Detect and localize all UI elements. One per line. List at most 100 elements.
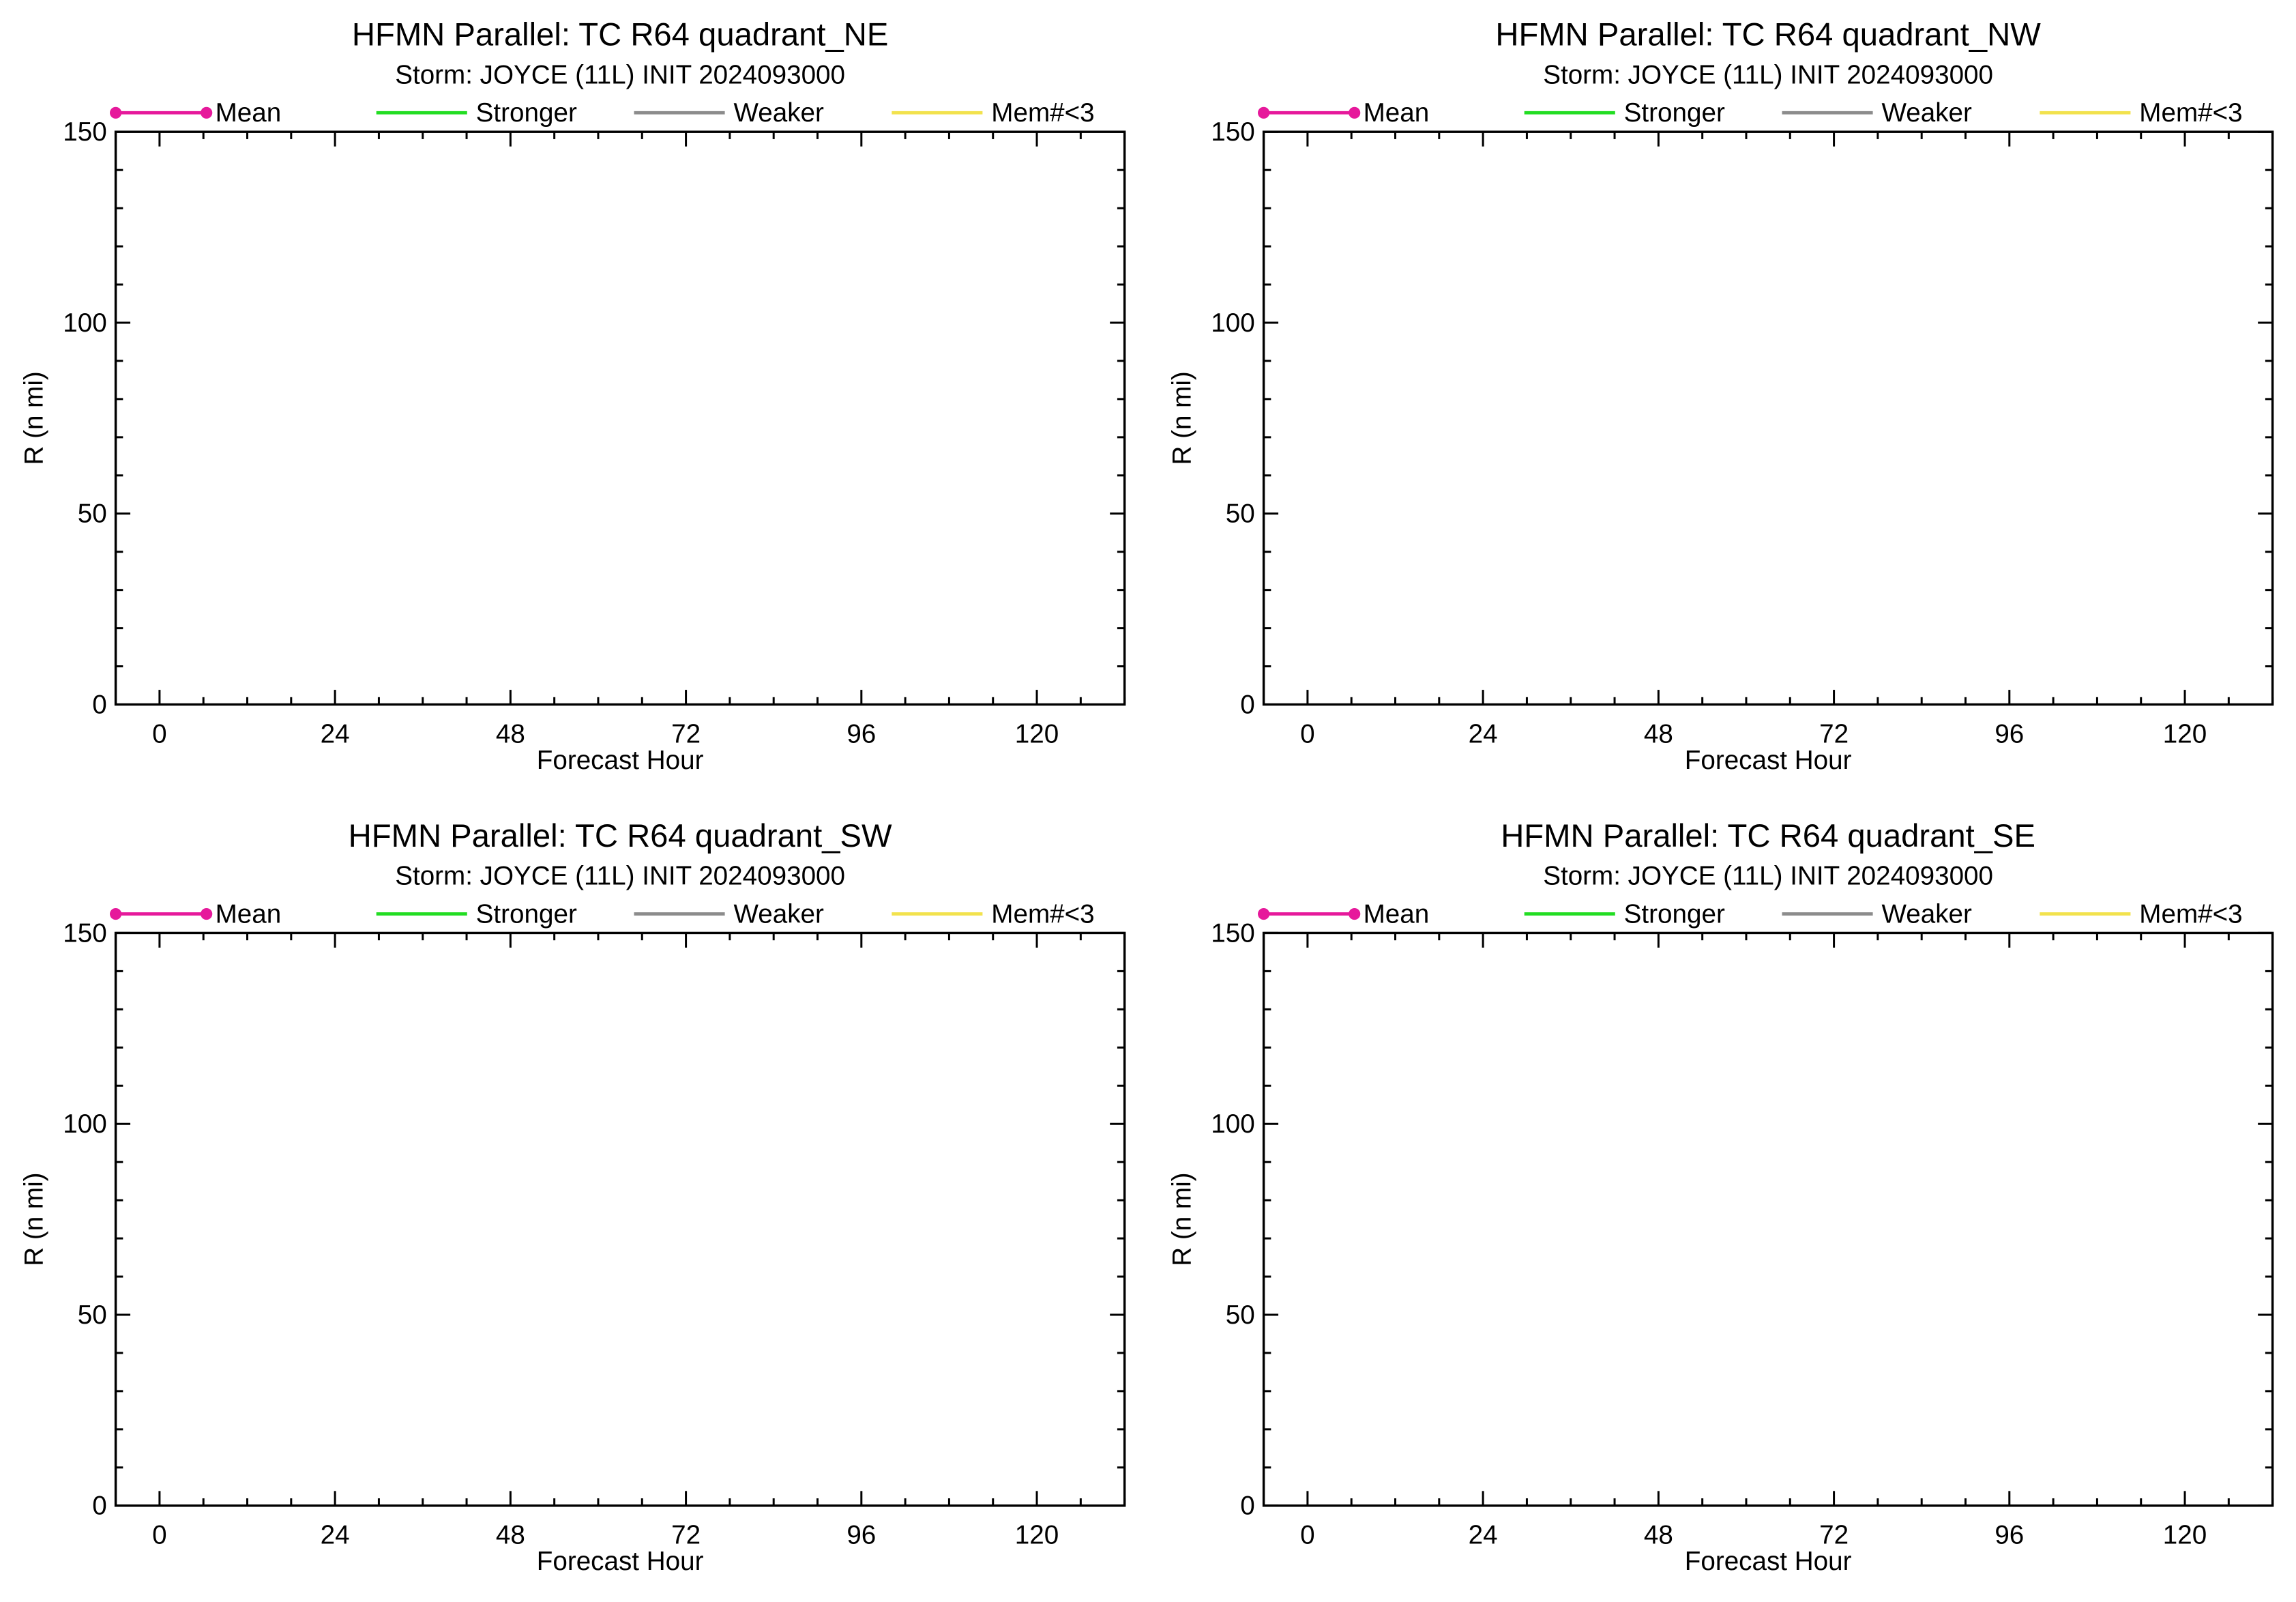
legend-label: Stronger: [476, 98, 577, 128]
x-tick-label: 72: [671, 719, 701, 748]
legend-label: Mean: [1364, 899, 1430, 929]
legend-label: Mem#<3: [991, 98, 1094, 128]
chart-title: HFMN Parallel: TC R64 quadrant_NE: [352, 17, 888, 53]
y-tick-label: 0: [92, 1491, 106, 1521]
legend-item: Mean: [110, 899, 281, 929]
x-tick-label: 48: [1644, 1521, 1673, 1550]
x-tick-label: 72: [671, 1521, 701, 1550]
y-tick-label: 100: [1211, 1109, 1254, 1139]
x-tick-label: 120: [2163, 719, 2207, 748]
legend-item: Mean: [110, 98, 281, 128]
x-tick-label: 96: [847, 1521, 876, 1550]
x-axis-label: Forecast Hour: [537, 746, 704, 775]
x-tick-label: 48: [496, 1521, 525, 1550]
y-tick-label: 150: [1211, 117, 1254, 147]
chart-subtitle: Storm: JOYCE (11L) INIT 2024093000: [395, 60, 845, 89]
legend-item: Mean: [1258, 899, 1429, 929]
y-tick-label: 50: [78, 499, 107, 529]
legend-label: Stronger: [1624, 98, 1725, 128]
x-tick-label: 120: [1015, 1521, 1059, 1550]
legend-marker: [1258, 106, 1270, 119]
legend: Mean Stronger Weaker Mem#<3: [1258, 98, 2243, 128]
x-axis-label: Forecast Hour: [1685, 1547, 1852, 1576]
legend-label: Mem#<3: [2139, 899, 2242, 929]
y-axis-label: R (n mi): [19, 371, 48, 465]
legend-label: Mean: [216, 899, 282, 929]
y-axis-label: R (n mi): [1167, 371, 1196, 465]
y-tick-label: 150: [1211, 918, 1254, 948]
legend-item: Mean: [1258, 98, 1429, 128]
legend-label: Mean: [1364, 98, 1430, 128]
legend-item: Weaker: [1782, 899, 1972, 929]
chart-subtitle: Storm: JOYCE (11L) INIT 2024093000: [1543, 862, 1993, 891]
chart-panel-1: HFMN Parallel: TC R64 quadrant_NE Storm: …: [19, 17, 1126, 775]
legend-item: Stronger: [1524, 899, 1725, 929]
x-tick-label: 24: [321, 1521, 350, 1550]
x-tick-label: 48: [1644, 719, 1673, 748]
x-tick-label: 24: [321, 719, 350, 748]
x-tick-label: 48: [496, 719, 525, 748]
legend-item: Stronger: [376, 899, 577, 929]
x-tick-label: 0: [1300, 719, 1314, 748]
y-tick-label: 100: [63, 1109, 106, 1139]
y-tick-label: 0: [1240, 1491, 1254, 1521]
legend-marker: [1349, 907, 1361, 920]
plot-frame: [1262, 931, 2274, 1507]
y-tick-label: 50: [78, 1300, 107, 1330]
legend-label: Stronger: [1624, 899, 1725, 929]
legend-item: Weaker: [1782, 98, 1972, 128]
legend-label: Mem#<3: [2139, 98, 2242, 128]
legend-label: Weaker: [733, 98, 824, 128]
x-axis-label: Forecast Hour: [537, 1547, 704, 1576]
legend-label: Weaker: [733, 899, 824, 929]
legend-item: Mem#<3: [2040, 899, 2243, 929]
x-axis-label: Forecast Hour: [1685, 746, 1852, 775]
legend-marker: [1258, 907, 1270, 920]
legend: Mean Stronger Weaker Mem#<3: [110, 98, 1095, 128]
x-tick-label: 72: [1819, 719, 1849, 748]
legend-item: Stronger: [376, 98, 577, 128]
plot-frame: [114, 130, 1126, 706]
chart-panel-3: HFMN Parallel: TC R64 quadrant_SW Storm: …: [19, 818, 1126, 1576]
legend-marker: [1349, 106, 1361, 119]
legend-item: Mem#<3: [892, 98, 1095, 128]
legend-item: Weaker: [634, 899, 824, 929]
chart-subtitle: Storm: JOYCE (11L) INIT 2024093000: [395, 862, 845, 891]
legend-marker: [110, 907, 122, 920]
chart-title: HFMN Parallel: TC R64 quadrant_SE: [1501, 818, 2035, 854]
x-tick-label: 24: [1469, 719, 1498, 748]
x-tick-label: 96: [847, 719, 876, 748]
y-tick-label: 150: [63, 117, 106, 147]
y-tick-label: 50: [1226, 499, 1255, 529]
legend-label: Mean: [216, 98, 282, 128]
legend-label: Weaker: [1881, 899, 1972, 929]
y-tick-label: 100: [63, 308, 106, 338]
x-tick-label: 24: [1469, 1521, 1498, 1550]
y-axis-label: R (n mi): [1167, 1172, 1196, 1266]
chart-panel-2: HFMN Parallel: TC R64 quadrant_NW Storm: …: [1167, 17, 2274, 775]
y-tick-label: 0: [92, 690, 106, 719]
legend-marker: [201, 106, 213, 119]
y-tick-label: 150: [63, 918, 106, 948]
x-tick-label: 120: [1015, 719, 1059, 748]
x-tick-label: 96: [1995, 719, 2024, 748]
legend: Mean Stronger Weaker Mem#<3: [1258, 899, 2243, 929]
y-tick-label: 0: [1240, 690, 1254, 719]
legend-item: Stronger: [1524, 98, 1725, 128]
chart-title: HFMN Parallel: TC R64 quadrant_SW: [349, 818, 892, 854]
chart-subtitle: Storm: JOYCE (11L) INIT 2024093000: [1543, 60, 1993, 89]
legend-item: Mem#<3: [892, 899, 1095, 929]
x-tick-label: 96: [1995, 1521, 2024, 1550]
x-tick-label: 0: [152, 1521, 166, 1550]
legend-label: Weaker: [1881, 98, 1972, 128]
x-tick-label: 120: [2163, 1521, 2207, 1550]
chart-title: HFMN Parallel: TC R64 quadrant_NW: [1495, 17, 2041, 53]
legend-label: Stronger: [476, 899, 577, 929]
legend-marker: [201, 907, 213, 920]
legend-item: Weaker: [634, 98, 824, 128]
legend-item: Mem#<3: [2040, 98, 2243, 128]
legend-marker: [110, 106, 122, 119]
plot-frame: [1262, 130, 2274, 706]
x-tick-label: 0: [1300, 1521, 1314, 1550]
